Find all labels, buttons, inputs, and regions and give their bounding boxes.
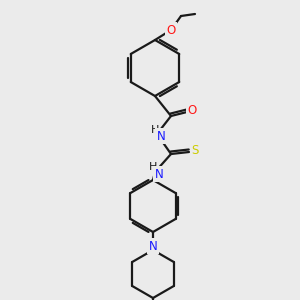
- Text: H: H: [151, 125, 159, 135]
- Text: N: N: [157, 130, 165, 142]
- Text: O: O: [188, 103, 196, 116]
- Text: H: H: [149, 162, 157, 172]
- Text: N: N: [154, 167, 164, 181]
- Text: S: S: [191, 143, 199, 157]
- Text: O: O: [167, 23, 176, 37]
- Text: N: N: [148, 239, 158, 253]
